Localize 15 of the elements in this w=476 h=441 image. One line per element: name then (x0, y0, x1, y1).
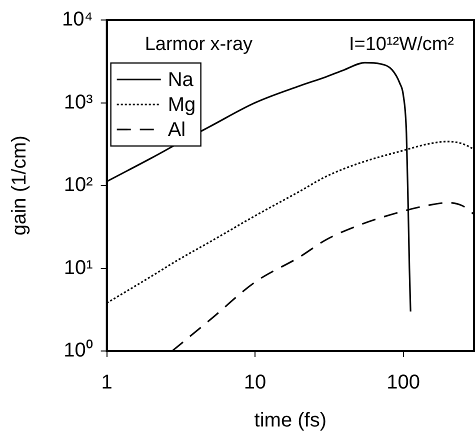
legend-label: Mg (168, 94, 196, 116)
legend-label: Na (168, 69, 194, 92)
y-tick-label: 10⁴ (62, 8, 93, 31)
x-tick-label: 1 (101, 372, 112, 394)
x-axis-title: time (fs) (254, 410, 327, 432)
legend-label: Al (168, 119, 186, 142)
y-axis-title: gain (1/cm) (8, 135, 31, 236)
x-tick-label: 10 (244, 372, 266, 394)
annotation: Larmor x-ray (144, 34, 254, 56)
y-tick-label: 10² (64, 174, 94, 196)
y-tick-label: 10³ (64, 91, 94, 114)
y-tick-label: 10¹ (64, 256, 94, 279)
x-tick-label: 100 (386, 372, 420, 394)
annotation: I=10¹²W/cm² (348, 34, 454, 56)
y-tick-label: 10⁰ (64, 338, 93, 362)
